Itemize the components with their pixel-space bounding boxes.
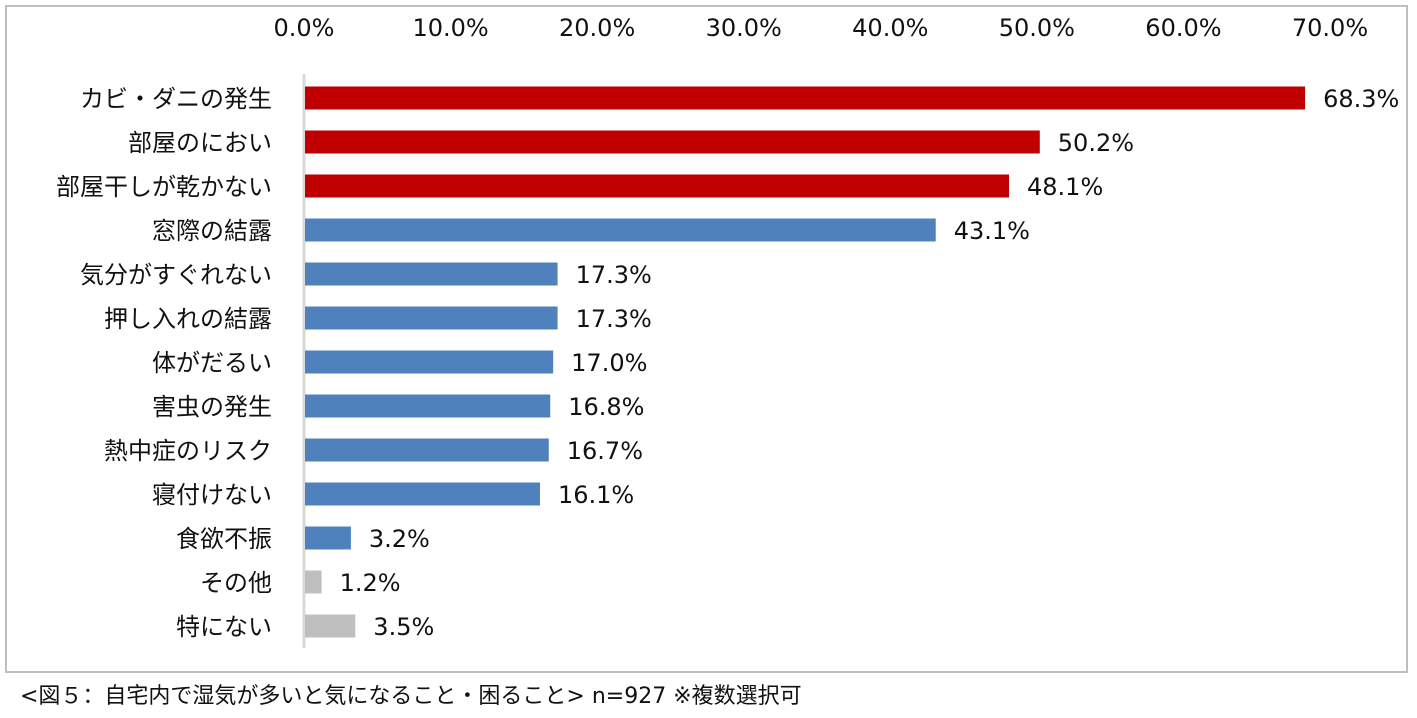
category-label: 熱中症のリスク [104,437,272,465]
bar [305,394,551,418]
bar [305,614,356,638]
bar [305,526,351,550]
x-tick-label: 0.0% [274,14,335,42]
bar [305,438,549,462]
x-tick-label: 50.0% [999,14,1075,42]
category-label: 食欲不振 [176,525,272,553]
category-label: 部屋のにおい [128,129,272,157]
value-label: 17.3% [576,305,652,333]
bar [305,306,558,330]
value-labels: 68.3% 50.2% 48.1% 43.1% 17.3% 17.3% 17.0% 16.8%… [340,85,1400,641]
category-label: 押し入れの結露 [104,305,272,333]
category-label: 害虫の発生 [152,393,272,421]
category-label: 体がだるい [152,349,272,377]
bars [305,86,1306,638]
bar [305,86,1306,110]
value-label: 17.3% [576,261,652,289]
category-label: その他 [200,569,272,597]
x-tick-label: 60.0% [1145,14,1221,42]
figure-caption: <図５：自宅内で湿気が多いと気になること・困ること> n=927 ※複数選択可 [20,684,802,709]
value-label: 43.1% [954,217,1030,245]
chart-frame: 0.0% 10.0% 20.0% 30.0% 40.0% 50.0% 60.0% 70.0% … [5,5,1408,673]
bar [305,262,558,286]
value-label: 50.2% [1058,129,1134,157]
bar [305,218,936,242]
x-tick-label: 70.0% [1292,14,1368,42]
bar [305,130,1040,154]
value-label: 16.7% [567,437,643,465]
bar [305,350,554,374]
value-label: 17.0% [571,349,647,377]
value-label: 16.1% [558,481,634,509]
category-label: 特にない [176,613,272,641]
bar [305,174,1010,198]
x-tick-label: 40.0% [852,14,928,42]
bar-chart: 0.0% 10.0% 20.0% 30.0% 40.0% 50.0% 60.0% 70.0% … [56,14,1400,648]
x-tick-label: 30.0% [706,14,782,42]
x-tick-label: 20.0% [559,14,635,42]
category-label: 寝付けない [152,481,272,509]
value-label: 3.5% [373,613,434,641]
value-label: 3.2% [369,525,430,553]
value-label: 1.2% [340,569,401,597]
x-axis-tick-labels: 0.0% 10.0% 20.0% 30.0% 40.0% 50.0% 60.0% 70.0% [274,14,1369,42]
category-labels: カビ・ダニの発生部屋のにおい部屋干しが乾かない窓際の結露気分がすぐれない押し入れ… [56,85,272,641]
bar [305,570,322,594]
value-label: 16.8% [568,393,644,421]
x-tick-label: 10.0% [412,14,488,42]
category-label: カビ・ダニの発生 [80,85,272,113]
category-label: 部屋干しが乾かない [56,173,272,201]
category-label: 気分がすぐれない [80,261,272,289]
value-label: 48.1% [1027,173,1103,201]
bar [305,482,540,506]
category-label: 窓際の結露 [152,217,272,245]
value-label: 68.3% [1323,85,1399,113]
